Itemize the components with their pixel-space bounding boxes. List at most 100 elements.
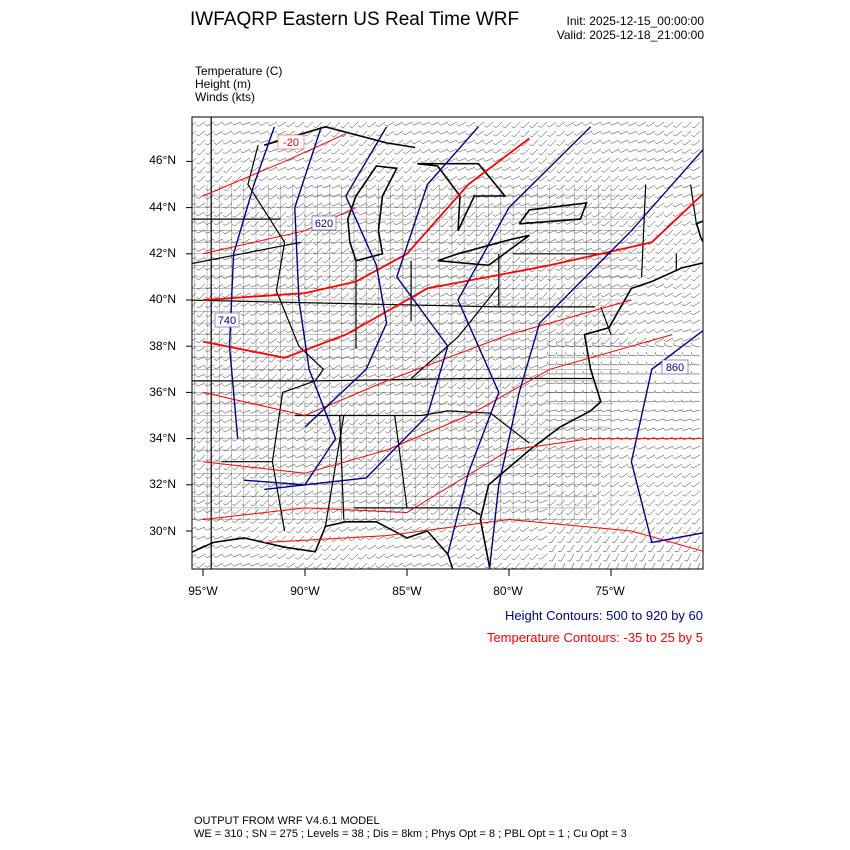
wind-barb (232, 481, 242, 489)
wind-barb (582, 399, 593, 403)
wind-barb (375, 499, 386, 505)
wind-barb (231, 553, 242, 558)
wind-barb (466, 400, 476, 407)
wind-barb (384, 220, 395, 225)
wind-barb (519, 463, 530, 469)
temperature-contour (202, 334, 673, 474)
wind-barb (501, 364, 512, 370)
wind-barb (349, 544, 359, 551)
wind-barb (195, 247, 206, 252)
wind-barb (393, 526, 404, 531)
wind-barb (645, 409, 656, 412)
wind-barb (538, 445, 548, 452)
wind-barb (628, 184, 638, 191)
wind-barb (529, 418, 539, 426)
wind-barb (564, 380, 575, 384)
wind-barb (448, 202, 458, 209)
wind-barb (519, 157, 530, 164)
wind-barb (645, 328, 656, 334)
wind-barb (214, 175, 224, 183)
wind-barb (331, 292, 341, 299)
wind-barb (627, 247, 638, 254)
wind-barb (384, 229, 395, 234)
wind-barb (546, 436, 557, 441)
temperature-contour (202, 438, 703, 520)
wind-barb (555, 472, 566, 478)
wind-barb (420, 274, 431, 279)
wind-barb (204, 355, 215, 361)
wind-barb (420, 130, 431, 135)
wind-barb (592, 337, 602, 345)
wind-barb (267, 247, 278, 254)
wind-barb (465, 184, 476, 190)
wind-barb (250, 472, 260, 479)
wind-barb (555, 211, 566, 216)
wind-barb (555, 238, 566, 243)
wind-barb (645, 184, 656, 190)
wind-barb (628, 229, 638, 236)
wind-barb (385, 166, 395, 174)
wind-barb (663, 166, 674, 171)
wind-barb (339, 490, 350, 495)
wind-barb (492, 463, 503, 468)
wind-barb (564, 265, 575, 271)
wind-barb (340, 148, 350, 155)
wind-barb (682, 274, 692, 281)
wind-barb (610, 337, 620, 345)
wind-barb (510, 220, 521, 226)
wind-barb (277, 247, 287, 254)
wind-barb (591, 148, 602, 154)
wind-barb (222, 373, 233, 379)
wind-barb (222, 364, 233, 370)
wind-barb (600, 371, 611, 375)
wind-barb (438, 535, 449, 541)
wind-barb (546, 247, 557, 253)
wind-barb (510, 175, 521, 180)
wind-barb (331, 562, 341, 569)
wind-barb (402, 499, 413, 506)
wind-barb (447, 175, 458, 181)
wind-barb (192, 274, 197, 279)
wind-barb (285, 184, 296, 190)
wind-barb (465, 193, 476, 199)
wind-barb (267, 328, 278, 335)
wind-barb (376, 319, 386, 326)
wind-barb (582, 274, 593, 280)
wind-barb (249, 544, 260, 550)
wind-barb (510, 499, 521, 504)
wind-barb (196, 328, 206, 335)
wind-barb (313, 274, 323, 281)
wind-barb (609, 139, 620, 144)
wind-barb (192, 229, 197, 232)
wind-barb (195, 274, 206, 281)
wind-barb (511, 562, 521, 569)
wind-barb (537, 481, 548, 487)
wind-barb (672, 148, 683, 154)
wind-barb (340, 292, 350, 299)
wind-barb (312, 292, 323, 298)
wind-barb (340, 301, 350, 308)
wind-barb (358, 283, 368, 291)
lake-erie (437, 234, 530, 267)
wind-barb (579, 562, 584, 569)
wind-barb (555, 454, 566, 460)
wind-barb (349, 310, 359, 317)
wind-barb (656, 544, 665, 553)
wind-barb (223, 193, 233, 200)
wind-barb (421, 472, 431, 479)
wind-barb (439, 526, 449, 533)
wind-barb (546, 328, 557, 335)
wind-barb (411, 130, 422, 135)
wind-barb (672, 380, 683, 384)
wind-barb (267, 463, 278, 469)
wind-barb (645, 361, 656, 366)
wind-barb (502, 553, 512, 561)
wind-barb (403, 454, 413, 461)
wind-barb (402, 364, 413, 370)
wind-barb (366, 229, 377, 234)
wind-barb (214, 463, 224, 471)
wind-barb (528, 337, 539, 342)
wind-barb (276, 193, 287, 200)
wind-barb (573, 220, 584, 226)
wind-barb (609, 166, 620, 173)
